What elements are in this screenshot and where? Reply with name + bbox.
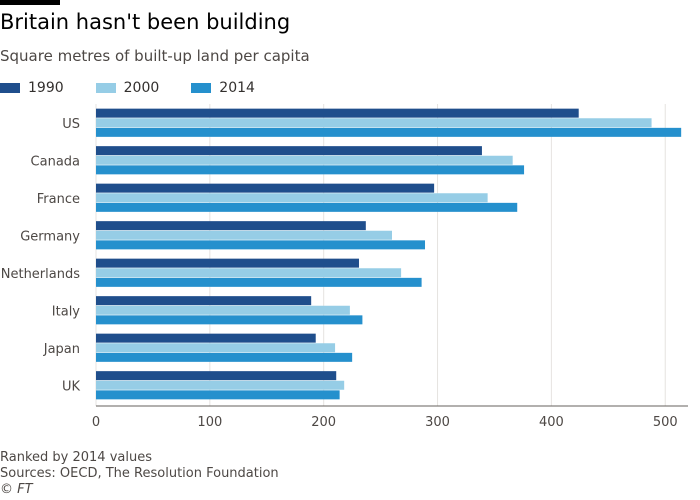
x-tick-label: 100: [197, 415, 222, 430]
category-label: US: [62, 117, 80, 132]
footer-credit: © FT: [0, 482, 33, 497]
bar-1990: [96, 296, 312, 306]
bar-1990: [96, 258, 359, 268]
category-label: UK: [62, 379, 81, 394]
bar-2000: [96, 268, 402, 278]
legend-swatch-2000: [95, 83, 116, 93]
bar-1990: [96, 146, 482, 156]
x-tick-label: 0: [92, 415, 100, 430]
category-label: Canada: [31, 154, 80, 169]
category-label: Japan: [43, 342, 80, 357]
bar-2014: [96, 390, 340, 400]
legend-swatch-2014: [191, 83, 212, 93]
x-tick-label: 200: [311, 415, 336, 430]
legend-item-1990: 1990: [0, 80, 64, 96]
category-label: France: [37, 192, 80, 207]
bar-2014: [96, 277, 422, 287]
bar-2000: [96, 343, 336, 353]
bar-1990: [96, 371, 337, 381]
bar-2000: [96, 118, 652, 128]
category-label: Italy: [52, 304, 81, 319]
bar-1990: [96, 221, 366, 231]
bar-2014: [96, 352, 353, 362]
bar-2000: [96, 380, 345, 390]
chart-title: Britain hasn't been building: [0, 10, 291, 34]
bar-2014: [96, 127, 682, 137]
bar-2000: [96, 230, 392, 240]
footer-sources: Sources: OECD, The Resolution Foundation: [0, 466, 279, 481]
category-label: Netherlands: [1, 267, 80, 282]
category-label: Germany: [20, 229, 80, 244]
legend-label-2014: 2014: [219, 80, 255, 96]
bar-1990: [96, 108, 579, 118]
bar-2000: [96, 155, 513, 165]
bar-2000: [96, 305, 350, 315]
legend-swatch-1990: [0, 83, 20, 93]
bar-1990: [96, 183, 435, 193]
bar-2014: [96, 202, 518, 212]
legend-label-2000: 2000: [123, 80, 160, 96]
bar-1990: [96, 333, 316, 343]
bar-2014: [96, 240, 426, 250]
bar-chart: US Canada France Germany Netherlands Italy Jap…: [1, 104, 688, 430]
legend: 1990 2000 2014: [0, 78, 287, 98]
legend-item-2014: 2014: [191, 80, 255, 96]
legend-label-1990: 1990: [28, 80, 64, 96]
x-tick-label: 400: [539, 415, 564, 430]
x-tick-label: 500: [653, 415, 678, 430]
footer-note: Ranked by 2014 values: [0, 450, 152, 465]
x-tick-label: 300: [425, 415, 450, 430]
legend-item-2000: 2000: [95, 80, 160, 96]
bar-2014: [96, 315, 363, 325]
chart-subtitle: Square metres of built-up land per capit…: [0, 47, 310, 65]
bar-2000: [96, 193, 488, 203]
bar-2014: [96, 165, 525, 175]
top-rule: [0, 0, 60, 5]
